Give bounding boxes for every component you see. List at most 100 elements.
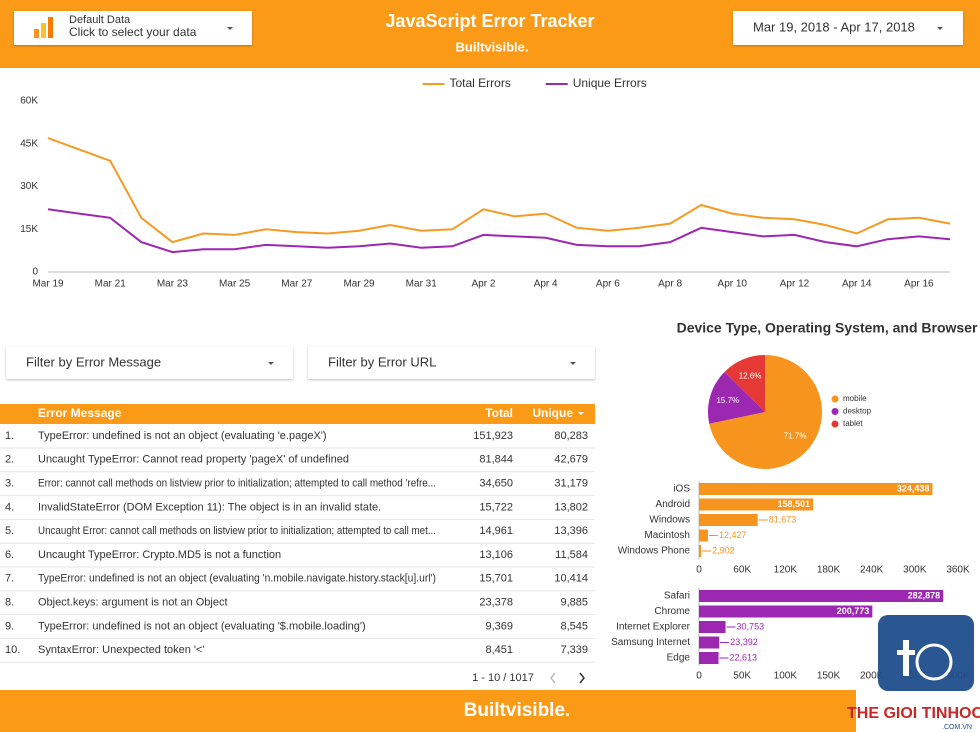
x-tick-label: Apr 2 [471,279,495,290]
x-tick-label: 200K [860,671,884,682]
header-brand: Builtvisible. [456,39,529,54]
data-source-prompt: Click to select your data [69,25,197,39]
category-label: iOS [673,484,690,495]
value-label: 158,501 [777,499,810,509]
table-header [0,404,595,424]
total-count: 81,844 [479,454,513,466]
x-tick-label: Apr 6 [596,279,620,290]
value-label: 30,753 [737,621,765,631]
y-tick-label: 45K [20,138,38,149]
category-label: Safari [664,591,690,602]
bar [699,498,814,511]
x-tick-label: Mar 23 [157,279,189,290]
x-tick-label: Apr 12 [780,279,810,290]
x-tick-label: 180K [817,565,841,576]
error-message: Object.keys: argument is not an Object [38,597,228,609]
filter-label: Filter by Error Message [26,354,161,369]
charts: 0 15K 30K 45K 60K Mar 19 Mar 21 Mar 23 Mar 25 Mar… [20,76,978,681]
series-line [47,208,951,254]
value-label: 200,773 [837,606,870,616]
unique-count: 31,179 [554,478,588,490]
unique-count: 7,339 [560,644,588,656]
pie-slice [708,371,765,424]
error-message: Uncaught TypeError: Crypto.MD5 is not a … [38,549,281,561]
total-count: 13,106 [479,549,513,561]
category-label: Android [656,499,690,510]
legend-swatch [831,395,839,403]
bar [699,652,719,664]
legend-label: tablet [843,419,863,428]
error-message: TypeError: undefined is not an object (e… [38,430,327,442]
legend-label: Unique Errors [573,76,647,90]
bar [699,483,933,495]
dropdown-caret [227,27,233,30]
total-count: 14,961 [479,525,513,537]
row-index: 2. [5,454,14,466]
footer-bar [0,690,980,732]
x-tick-label: 240K [860,565,884,576]
footer-brand: Builtvisible. [464,700,571,721]
legend-label: mobile [843,394,867,403]
x-tick-label: Mar 27 [281,279,313,290]
dropdown-caret [570,362,576,365]
x-tick-label: Mar 19 [32,279,64,290]
table-body: 1. TypeError: undefined is not an object … [0,430,595,663]
date-range-picker[interactable] [733,11,963,45]
row-index: 7. [5,573,14,585]
x-tick-label: 0 [696,565,702,576]
watermark-text: THE GIOI TINHOC [847,705,980,722]
value-label: 324,438 [897,483,930,493]
slice-label: 15.7% [716,396,739,405]
x-tick-label: Apr 8 [658,279,682,290]
unique-count: 8,545 [560,620,588,632]
bar [699,605,873,618]
column-header[interactable]: Unique [532,406,573,420]
bar [699,590,944,602]
prev-page[interactable] [550,672,556,684]
category-label: Samsung Internet [611,637,690,648]
data-source-icon [34,17,53,38]
pagination-status: 1 - 10 / 1017 [472,672,534,684]
y-tick-label: 15K [20,224,38,235]
unique-count: 42,679 [554,454,588,466]
dropdown-caret [937,27,943,30]
data-source-selector[interactable] [14,11,252,45]
x-tick-label: Apr 14 [842,279,872,290]
x-tick-label: 60K [733,565,751,576]
column-header[interactable]: Error Message [38,406,122,420]
x-tick-label: Apr 16 [904,279,934,290]
x-tick-label: 150K [817,671,841,682]
bar [699,514,758,526]
total-count: 9,369 [485,620,513,632]
total-count: 23,378 [479,597,513,609]
pie-slice [709,355,822,469]
unique-count: 80,283 [554,430,588,442]
row-index: 4. [5,501,14,513]
pie-slice [724,355,765,412]
value-label: 81,673 [769,514,797,524]
bar [699,636,720,649]
column-header[interactable]: Total [485,406,513,420]
next-page[interactable] [579,672,585,684]
row-index: 1. [5,430,14,442]
error-message: InvalidStateError (DOM Exception 11): Th… [38,501,381,513]
sort-indicator [578,412,584,415]
error-message: Uncaught TypeError: Cannot read property… [38,454,349,466]
row-index: 8. [5,597,14,609]
error-message: SyntaxError: Unexpected token '<' [38,644,205,656]
watermark: THE GIOI TINHOC .COM.VN [847,615,980,732]
unique-count: 9,885 [560,597,588,609]
x-tick-label: Apr 10 [718,279,748,290]
x-tick-label: 300K [903,565,927,576]
category-label: Windows [649,515,690,526]
category-label: Macintosh [644,530,690,541]
slice-label: 12.6% [739,371,762,380]
filter-control[interactable] [308,347,595,379]
category-label: Edge [667,653,691,664]
unique-count: 10,414 [554,573,588,585]
error-message: TypeError: undefined is not an object (e… [38,573,436,585]
filter-control[interactable] [6,347,293,379]
total-count: 151,923 [473,430,513,442]
total-count: 34,650 [479,478,513,490]
